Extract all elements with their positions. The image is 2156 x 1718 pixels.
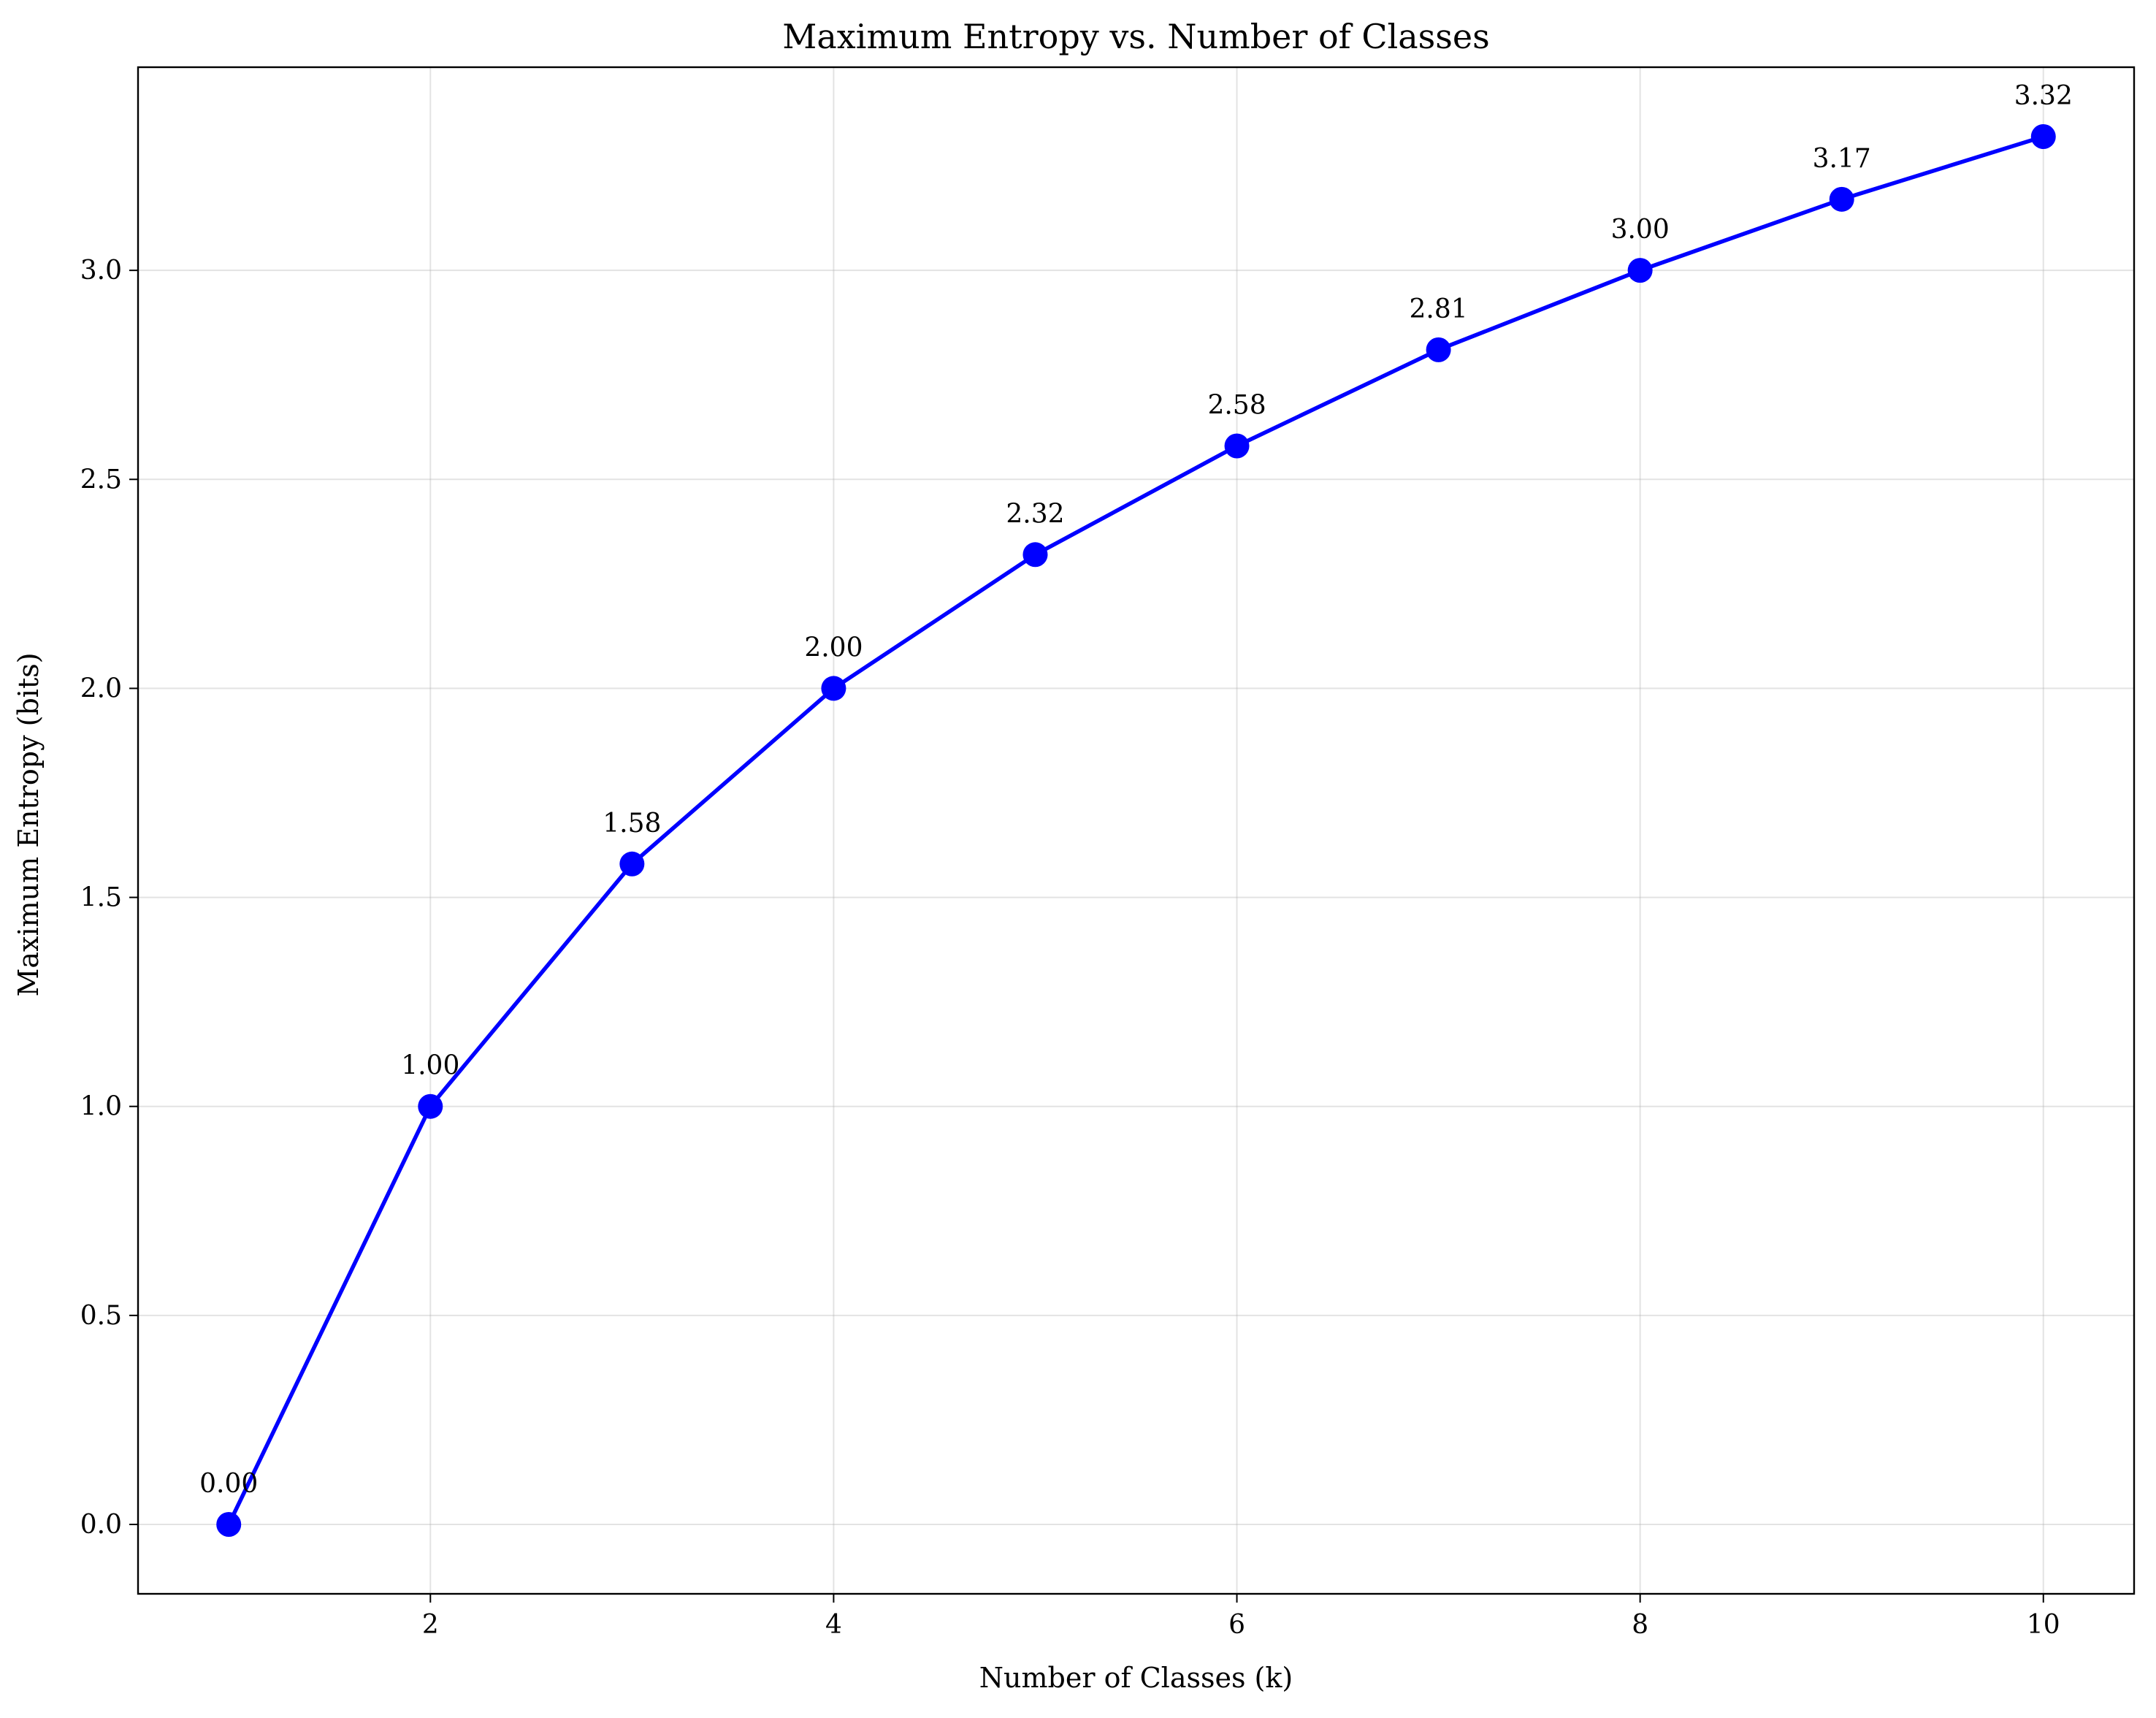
x-axis-label: Number of Classes (k) (979, 1662, 1293, 1694)
y-tick-label: 1.5 (80, 883, 122, 913)
data-label: 3.32 (2014, 81, 2073, 111)
y-tick-label: 0.5 (80, 1301, 122, 1331)
data-point (1224, 433, 1250, 459)
data-point (619, 851, 645, 877)
grid-layer (138, 67, 2134, 1594)
data-point (1829, 186, 1854, 212)
data-point (1022, 542, 1048, 568)
data-point (418, 1093, 443, 1119)
x-tick-label: 4 (825, 1610, 842, 1640)
data-label: 1.00 (401, 1051, 459, 1081)
series-layer (216, 124, 2056, 1537)
data-label: 1.58 (603, 809, 661, 839)
data-label: 3.17 (1813, 144, 1871, 174)
x-tick-label: 8 (1632, 1610, 1648, 1640)
x-tick-label: 6 (1228, 1610, 1245, 1640)
plot-frame (137, 66, 2136, 1595)
x-tick-label: 2 (422, 1610, 439, 1640)
y-tick-label: 2.5 (80, 465, 122, 495)
y-tick-label: 3.0 (80, 256, 122, 286)
data-point (1627, 258, 1653, 283)
y-axis-label: Maximum Entropy (bits) (12, 652, 45, 996)
x-tick-label: 10 (2027, 1610, 2060, 1640)
data-label: 2.58 (1207, 390, 1266, 420)
data-label: 2.81 (1410, 294, 1468, 324)
data-label: 2.00 (804, 633, 863, 663)
series-line (226, 134, 2046, 1527)
data-label: 0.00 (199, 1469, 258, 1499)
data-point (821, 676, 846, 701)
data-point (216, 1512, 242, 1537)
y-tick-label: 0.0 (80, 1510, 122, 1540)
y-tick-label: 1.0 (80, 1092, 122, 1122)
data-point (2030, 124, 2056, 149)
data-label: 2.32 (1006, 499, 1064, 529)
data-label: 3.00 (1611, 215, 1670, 245)
label-layer: 0.00 1.00 1.58 2.00 2.32 2.58 2.81 3.00 3.17 3.32 (199, 81, 2073, 1499)
chart-title: Maximum Entropy vs. Number of Classes (782, 17, 1489, 56)
tick-layer: 2 4 6 8 10 0.0 0.5 1.0 1.5 2.0 2.5 3.0 (80, 256, 2060, 1640)
y-tick-label: 2.0 (80, 673, 122, 703)
data-point (1426, 337, 1451, 362)
